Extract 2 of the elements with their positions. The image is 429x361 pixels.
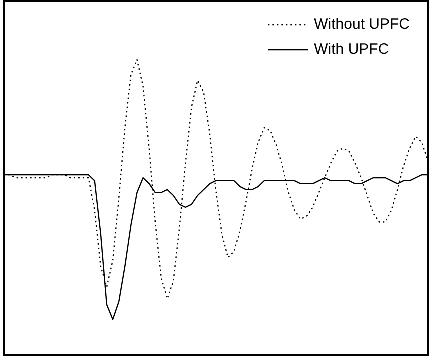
legend-label: Without UPFC <box>314 16 410 34</box>
legend-label: With UPFC <box>314 41 390 58</box>
